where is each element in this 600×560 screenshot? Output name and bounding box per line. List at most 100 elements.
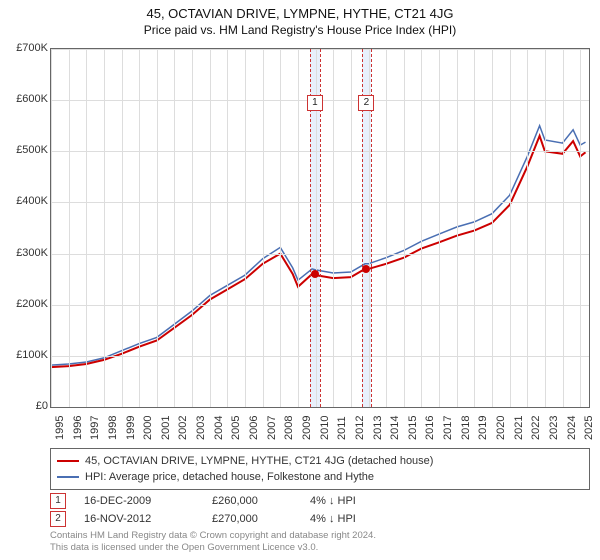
footer-attribution: Contains HM Land Registry data © Crown c…: [50, 530, 590, 554]
gridline-v: [404, 49, 405, 407]
gridline-v: [545, 49, 546, 407]
x-tick-label: 1996: [72, 416, 84, 440]
sales-detail-block: 1 16-DEC-2009 £260,000 4% ↓ HPI 2 16-NOV…: [50, 492, 590, 528]
x-tick-label: 1998: [107, 416, 119, 440]
gridline-v: [210, 49, 211, 407]
footer-line: This data is licensed under the Open Gov…: [50, 542, 590, 554]
plot-area: 12: [50, 48, 590, 408]
x-tick-label: 2012: [354, 416, 366, 440]
gridline-v: [351, 49, 352, 407]
gridline-v: [298, 49, 299, 407]
sale-point-dot: [311, 270, 319, 278]
gridline-v: [139, 49, 140, 407]
x-tick-label: 2002: [177, 416, 189, 440]
sale-row: 1 16-DEC-2009 £260,000 4% ↓ HPI: [50, 492, 590, 510]
gridline-v: [245, 49, 246, 407]
series-line: [51, 126, 586, 365]
gridline-v: [527, 49, 528, 407]
x-tick-label: 2005: [230, 416, 242, 440]
legend-label: HPI: Average price, detached house, Folk…: [85, 471, 374, 483]
y-tick-label: £0: [4, 400, 48, 412]
gridline-v: [439, 49, 440, 407]
series-line: [51, 136, 586, 367]
gridline-v: [474, 49, 475, 407]
x-tick-label: 2024: [566, 416, 578, 440]
gridline-v: [263, 49, 264, 407]
gridline-v: [492, 49, 493, 407]
sale-delta: 4% ↓ HPI: [310, 495, 400, 507]
gridline-v: [104, 49, 105, 407]
gridline-v: [227, 49, 228, 407]
x-tick-label: 2021: [513, 416, 525, 440]
gridline-v: [122, 49, 123, 407]
x-tick-label: 2004: [213, 416, 225, 440]
sale-price: £260,000: [212, 495, 292, 507]
sale-date: 16-NOV-2012: [84, 513, 194, 525]
x-tick-label: 2019: [477, 416, 489, 440]
sale-flag-icon: 2: [50, 511, 66, 527]
chart-title-address: 45, OCTAVIAN DRIVE, LYMPNE, HYTHE, CT21 …: [0, 6, 600, 21]
chart-title-subtitle: Price paid vs. HM Land Registry's House …: [0, 23, 600, 37]
gridline-v: [174, 49, 175, 407]
gridline-v: [157, 49, 158, 407]
x-tick-label: 1997: [89, 416, 101, 440]
sale-row: 2 16-NOV-2012 £270,000 4% ↓ HPI: [50, 510, 590, 528]
x-tick-label: 2006: [248, 416, 260, 440]
gridline-v: [192, 49, 193, 407]
x-tick-label: 1999: [125, 416, 137, 440]
chart-container: 45, OCTAVIAN DRIVE, LYMPNE, HYTHE, CT21 …: [0, 0, 600, 560]
y-tick-label: £500K: [4, 144, 48, 156]
gridline-v: [86, 49, 87, 407]
sale-flag-marker: 1: [307, 95, 323, 111]
y-tick-label: £600K: [4, 93, 48, 105]
legend-label: 45, OCTAVIAN DRIVE, LYMPNE, HYTHE, CT21 …: [85, 455, 433, 467]
x-tick-label: 2015: [407, 416, 419, 440]
x-tick-label: 2014: [389, 416, 401, 440]
sale-flag-marker: 2: [358, 95, 374, 111]
y-tick-label: £300K: [4, 247, 48, 259]
x-tick-label: 1995: [54, 416, 66, 440]
sale-flag-icon: 1: [50, 493, 66, 509]
x-tick-label: 2001: [160, 416, 172, 440]
x-tick-label: 2022: [530, 416, 542, 440]
legend-swatch: [57, 460, 79, 462]
sale-point-dot: [362, 265, 370, 273]
x-tick-label: 2020: [495, 416, 507, 440]
gridline-v: [280, 49, 281, 407]
sale-date: 16-DEC-2009: [84, 495, 194, 507]
x-tick-label: 2010: [319, 416, 331, 440]
x-tick-label: 2013: [372, 416, 384, 440]
gridline-v: [69, 49, 70, 407]
gridline-v: [333, 49, 334, 407]
gridline-v: [563, 49, 564, 407]
legend-item: HPI: Average price, detached house, Folk…: [57, 469, 583, 485]
gridline-v: [421, 49, 422, 407]
x-tick-label: 2016: [424, 416, 436, 440]
y-tick-label: £200K: [4, 298, 48, 310]
footer-line: Contains HM Land Registry data © Crown c…: [50, 530, 590, 542]
gridline-v: [457, 49, 458, 407]
x-tick-label: 2025: [583, 416, 595, 440]
sale-delta: 4% ↓ HPI: [310, 513, 400, 525]
x-tick-label: 2003: [195, 416, 207, 440]
y-tick-label: £700K: [4, 42, 48, 54]
y-tick-label: £100K: [4, 349, 48, 361]
x-tick-label: 2009: [301, 416, 313, 440]
x-tick-label: 2011: [336, 416, 348, 440]
x-tick-label: 2017: [442, 416, 454, 440]
x-tick-label: 2023: [548, 416, 560, 440]
legend-item: 45, OCTAVIAN DRIVE, LYMPNE, HYTHE, CT21 …: [57, 453, 583, 469]
gridline-v: [51, 49, 52, 407]
sale-price: £270,000: [212, 513, 292, 525]
legend-swatch: [57, 476, 79, 478]
y-tick-label: £400K: [4, 195, 48, 207]
gridline-v: [580, 49, 581, 407]
legend-box: 45, OCTAVIAN DRIVE, LYMPNE, HYTHE, CT21 …: [50, 448, 590, 490]
x-tick-label: 2008: [283, 416, 295, 440]
gridline-v: [386, 49, 387, 407]
x-tick-label: 2018: [460, 416, 472, 440]
title-block: 45, OCTAVIAN DRIVE, LYMPNE, HYTHE, CT21 …: [0, 0, 600, 37]
x-tick-label: 2007: [266, 416, 278, 440]
gridline-v: [510, 49, 511, 407]
x-tick-label: 2000: [142, 416, 154, 440]
